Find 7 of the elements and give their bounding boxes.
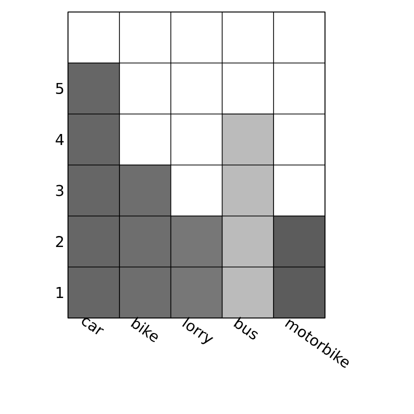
y-tick-label: 1 [56,287,64,298]
y-tick-label: 5 [56,82,64,94]
y-tick-label: 3 [56,184,64,196]
y-tick-label: 4 [56,134,64,145]
y-tick-label: 2 [56,236,63,248]
x-tick-label: bus [234,316,258,340]
x-tick-label: car [82,318,104,334]
